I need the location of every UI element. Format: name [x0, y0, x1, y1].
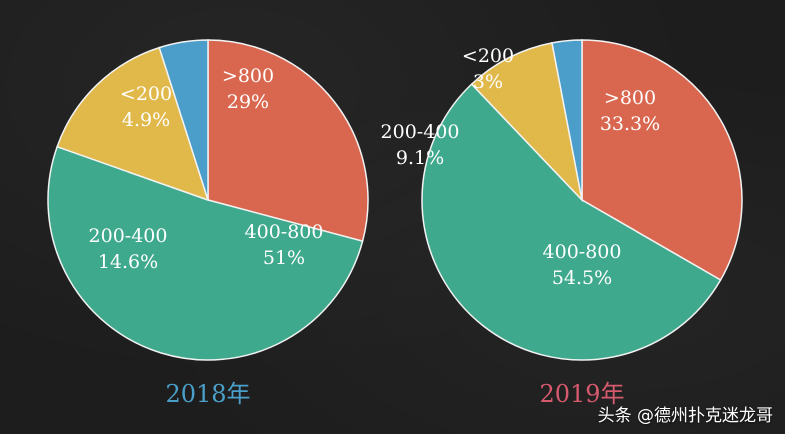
slice-value-2018-gt-800: 29% [227, 91, 269, 113]
pie-slice-2018-gt-800 [207, 39, 369, 243]
slice-label-2018-400-800: 400-800 [245, 221, 324, 243]
watermark: 头条 @德州扑克迷龙哥 [597, 406, 773, 426]
slice-value-2018-400-800: 51% [263, 247, 305, 269]
pie-slice-2018-200-400 [56, 46, 210, 202]
slice-value-2019-200-400: 9.1% [396, 147, 444, 169]
pie-chart-2018: >800 29% 400-800 51% 200-400 14.6% <200 4.9% [47, 39, 369, 361]
slice-label-2019-400-800: 400-800 [543, 241, 622, 263]
chart-caption-2019: 2019年 [539, 380, 624, 408]
pie-slice-2019-gt-800 [581, 39, 743, 282]
slice-value-2019-gt-800: 33.3% [600, 113, 660, 135]
slice-value-2019-lt-200: 3% [473, 71, 503, 93]
pie-slice-2019-400-800 [421, 83, 722, 361]
pie-slice-2019-200-400 [470, 41, 584, 203]
chart-caption-2018: 2018年 [165, 380, 250, 408]
pie-slice-2018-lt-200 [158, 39, 209, 201]
slice-label-2018-200-400: 200-400 [89, 225, 168, 247]
pie-chart-2019: >800 33.3% 400-800 54.5% 200-400 9.1% <200 3% [381, 39, 743, 361]
slice-label-2019-200-400: 200-400 [381, 121, 460, 143]
slice-value-2018-lt-200: 4.9% [122, 109, 170, 131]
pie-slice-2019-lt-200 [551, 39, 583, 201]
slice-label-2019-lt-200: <200 [462, 45, 514, 67]
slice-label-2018-gt-800: >800 [222, 65, 274, 87]
slice-label-2018-lt-200: <200 [120, 83, 172, 105]
slice-value-2019-400-800: 54.5% [552, 267, 612, 289]
pie-slice-2018-400-800 [47, 145, 364, 361]
slice-label-2019-gt-800: >800 [604, 87, 656, 109]
slice-value-2018-200-400: 14.6% [98, 251, 158, 273]
